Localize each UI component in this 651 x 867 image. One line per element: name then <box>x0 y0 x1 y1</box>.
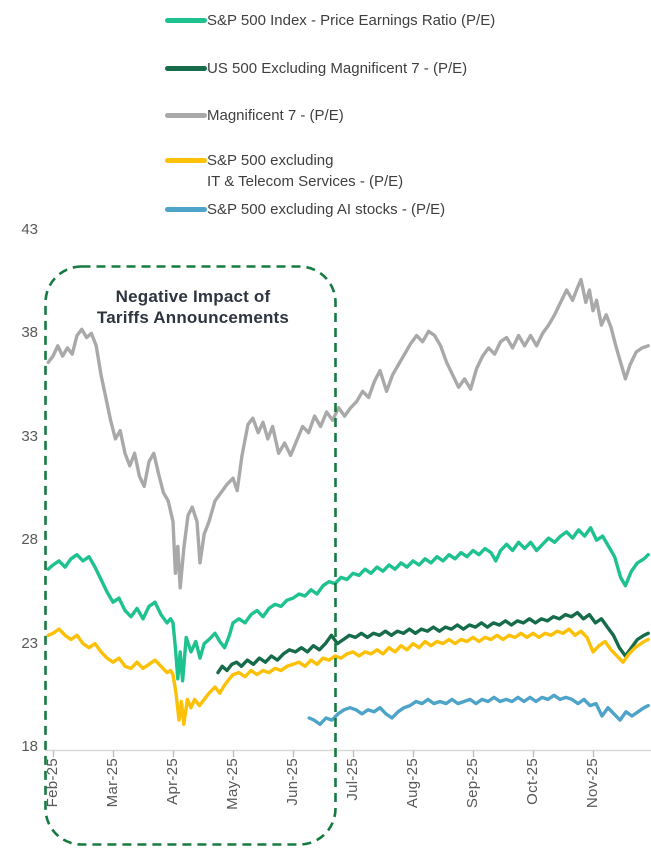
y-tick-label-43: 43 <box>21 221 38 238</box>
y-tick-label-23: 23 <box>21 634 38 652</box>
y-tick-label-28: 28 <box>21 531 38 549</box>
annotation-line-2: Tariffs Announcements <box>96 308 290 327</box>
tariff-annotation-box <box>44 265 337 846</box>
annotation-line-1: Negative Impact of <box>115 287 271 306</box>
series-line-sp500 <box>46 526 650 683</box>
series-line-us500-ex-mag7 <box>216 610 650 675</box>
x-tick-label-May-25: May-25 <box>224 758 241 810</box>
x-tick-label-Nov-25: Nov-25 <box>584 758 601 809</box>
tariff-annotation-label: Negative Impact of Tariffs Announcements <box>63 286 323 328</box>
legend-label-sp500: S&P 500 Index - Price Earnings Ratio (P/… <box>207 12 496 29</box>
x-tick-label-Apr-25: Apr-25 <box>164 758 181 805</box>
y-tick-label-38: 38 <box>21 324 38 342</box>
legend-label-mag7: Magnificent 7 - (P/E) <box>207 107 344 124</box>
legend-label-sp500-ex-it-telecom: S&P 500 excluding IT & Telecom Services … <box>207 152 404 190</box>
legend-item-us500-ex-mag7: US 500 Excluding Magnificent 7 - (P/E) <box>165 58 467 79</box>
x-tick-label-Sep-25: Sep-25 <box>464 758 481 809</box>
legend-item-sp500-ex-ai: S&P 500 excluding AI stocks - (P/E) <box>165 199 445 220</box>
legend-swatch-us500-ex-mag7 <box>165 66 207 71</box>
legend-item-sp500: S&P 500 Index - Price Earnings Ratio (P/… <box>165 10 495 31</box>
legend-swatch-sp500-ex-ai <box>165 207 207 212</box>
legend-swatch-sp500-ex-it-telecom <box>165 158 207 163</box>
legend-item-mag7: Magnificent 7 - (P/E) <box>165 105 344 126</box>
y-tick-label-33: 33 <box>21 427 38 445</box>
x-tick-label-Jul-25: Jul-25 <box>344 758 361 801</box>
x-tick-label-Aug-25: Aug-25 <box>404 758 421 809</box>
series-line-sp500-ex-ai <box>307 693 650 726</box>
x-tick-label-Oct-25: Oct-25 <box>524 758 541 805</box>
x-tick-label-Mar-25: Mar-25 <box>104 758 121 808</box>
x-tick-label-Jun-25: Jun-25 <box>284 758 301 806</box>
y-tick-label-18: 18 <box>21 738 38 755</box>
legend-label-us500-ex-mag7: US 500 Excluding Magnificent 7 - (P/E) <box>207 60 468 77</box>
legend-label-sp500-ex-ai: S&P 500 excluding AI stocks - (P/E) <box>207 201 446 218</box>
legend-swatch-mag7 <box>165 113 207 118</box>
series-line-sp500-ex-it-telecom <box>46 627 650 726</box>
legend-item-sp500-ex-it-telecom: S&P 500 excluding IT & Telecom Services … <box>165 150 403 192</box>
legend-swatch-sp500 <box>165 18 207 23</box>
series-line-mag7 <box>46 277 650 590</box>
x-tick-label-Feb-25: Feb-25 <box>44 758 61 808</box>
